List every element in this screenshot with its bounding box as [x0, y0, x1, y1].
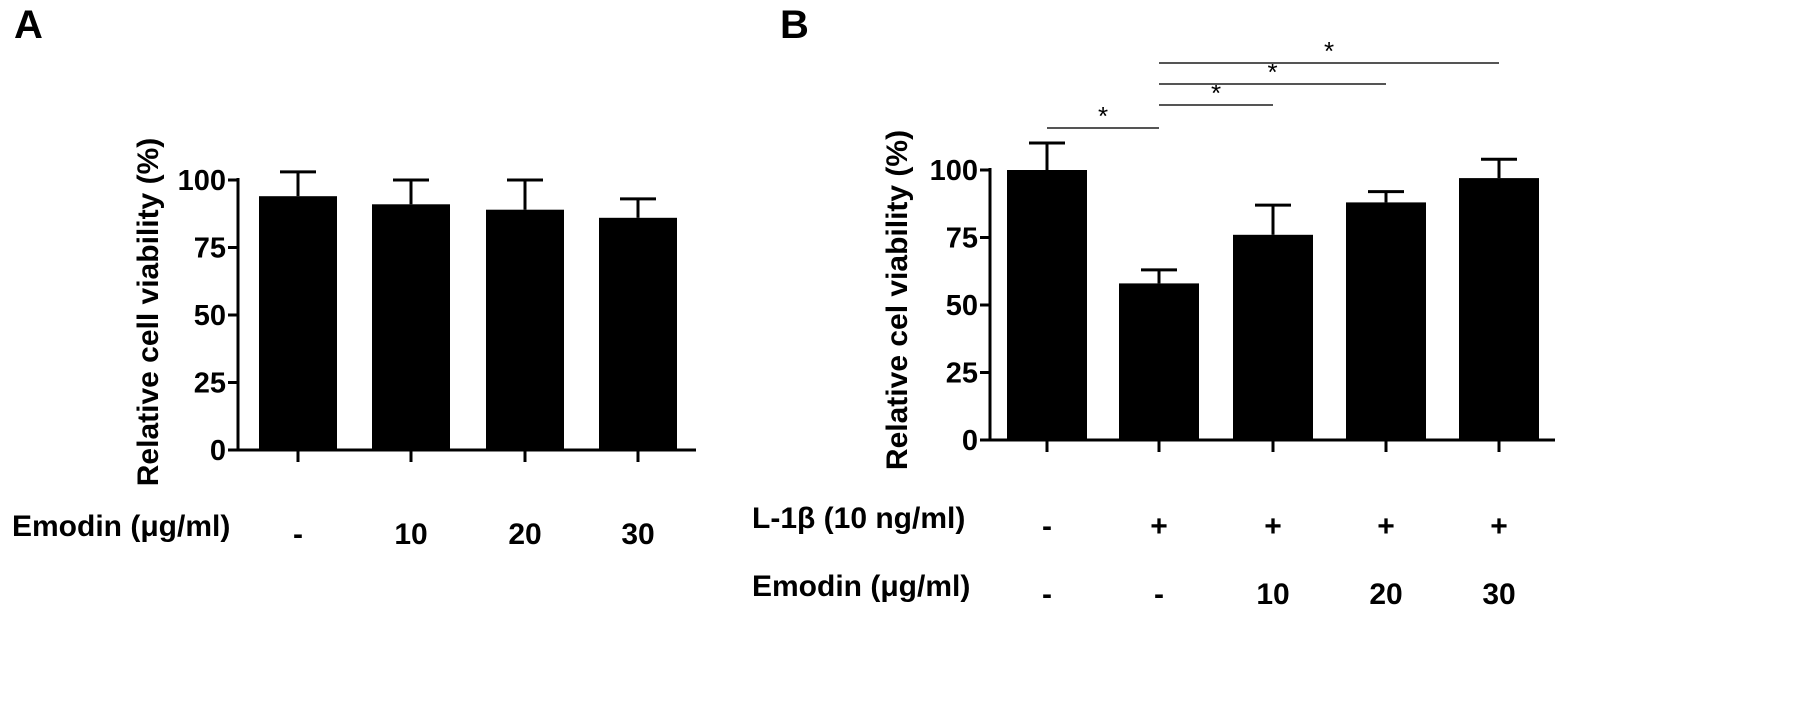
panel-a: A Relative cell viability (%) 0255075100…	[12, 3, 696, 551]
panel-b-condition-value: -	[1154, 578, 1164, 611]
panel-a-bar	[486, 209, 564, 450]
panel-a-y-tick-label: 25	[194, 368, 226, 400]
panel-a-condition-value: 20	[508, 518, 541, 551]
panel-b-condition-value: +	[1377, 510, 1395, 543]
panel-a-bars	[259, 170, 677, 450]
panel-b-condition-value: -	[1042, 578, 1052, 611]
panel-a-y-axis-label: Relative cell viability (%)	[132, 138, 165, 486]
significance-star: *	[1324, 36, 1334, 66]
panel-b-emodin-values: - - 10 20 30	[1042, 578, 1516, 611]
panel-b-y-tick-label: 50	[946, 290, 978, 322]
panel-b-il1b-label: L-1β (10 ng/ml)	[752, 502, 965, 535]
panel-a-label: A	[14, 3, 43, 47]
panel-b-bar	[1233, 234, 1313, 440]
panel-b-bar	[1119, 283, 1199, 440]
panel-a-condition-value: -	[293, 518, 303, 551]
panel-b-bars	[1007, 141, 1539, 440]
panel-a-emodin-values: - 10 20 30	[293, 518, 655, 551]
panel-b-condition-value: +	[1150, 510, 1168, 543]
panel-a-y-ticks: 0 25 50 75 100	[178, 165, 238, 467]
panel-b-bar	[1459, 178, 1539, 440]
panel-b-condition-value: +	[1490, 510, 1508, 543]
panel-b-condition-value: -	[1042, 510, 1052, 543]
panel-b-condition-value: +	[1264, 510, 1282, 543]
panel-a-emodin-label: Emodin (μg/ml)	[12, 510, 230, 543]
panel-b-condition-value: 10	[1256, 578, 1289, 611]
significance-star: *	[1098, 101, 1108, 131]
panel-b-y-axis-label: Relative cel viability (%)	[881, 130, 914, 470]
panel-a-y-tick-label: 0	[210, 435, 226, 467]
panel-b-bar	[1007, 170, 1087, 440]
panel-b-condition-value: 30	[1482, 578, 1515, 611]
panel-b-y-tick-label: 75	[946, 223, 978, 255]
panel-b-condition-value: 20	[1369, 578, 1402, 611]
panel-a-y-tick-label: 75	[194, 233, 226, 265]
panel-a-y-tick-label: 100	[178, 165, 226, 197]
panel-a-condition-value: 10	[394, 518, 427, 551]
panel-a-bar	[259, 196, 337, 450]
panel-b-y-tick-label: 0	[962, 425, 978, 457]
panel-b-y-tick-label: 25	[946, 358, 978, 390]
panel-b-label: B	[780, 3, 809, 47]
panel-b: B Relative cel viability (%) 0255075100 …	[752, 3, 1555, 611]
panel-a-condition-value: 30	[621, 518, 654, 551]
significance-star: *	[1211, 78, 1221, 108]
panel-b-significance-brackets: * * * *	[1047, 36, 1499, 131]
significance-star: *	[1267, 57, 1277, 87]
panel-b-emodin-label: Emodin (μg/ml)	[752, 570, 970, 603]
panel-b-bar	[1346, 202, 1426, 440]
panel-a-y-tick-label: 50	[194, 300, 226, 332]
panel-a-bar	[372, 204, 450, 450]
panel-b-y-tick-label: 100	[930, 155, 978, 187]
panel-b-y-ticks: 0 25 50 75 100	[930, 155, 990, 457]
panel-b-il1b-values: - + + + +	[1042, 510, 1508, 543]
panel-a-bar	[599, 217, 677, 450]
